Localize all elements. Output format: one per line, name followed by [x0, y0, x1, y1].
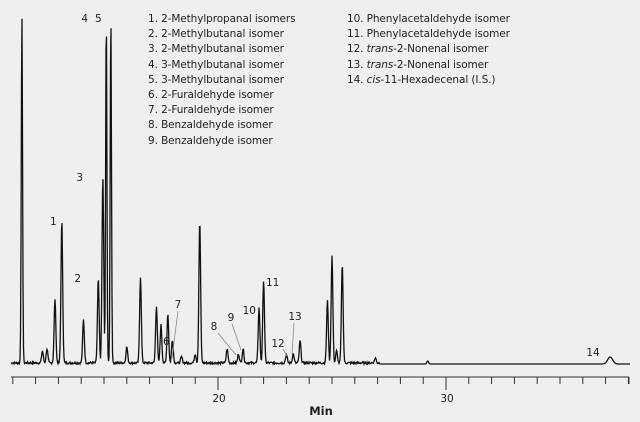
legend-item-number: 6. [148, 89, 162, 102]
legend-item-13: 13. trans-2-Nonenal isomer [347, 58, 510, 73]
legend-item-12: 12. trans-2-Nonenal isomer [347, 42, 510, 57]
peak-label-1: 1 [50, 216, 57, 228]
legend-item-7: 7. 2-Furaldehyde isomer [148, 103, 295, 118]
legend-item-name: -11-Hexadecenal (I.S.) [380, 73, 496, 86]
chromatogram-trace [10, 18, 630, 367]
x-axis-label: Min [309, 404, 333, 418]
legend-item-name: 2-Methylbutanal isomer [161, 43, 284, 56]
legend-item-number: 11. [347, 28, 367, 41]
legend-item-1: 1. 2-Methylpropanal isomers [148, 12, 296, 27]
legend-item-number: 12. [347, 43, 367, 56]
tick-label-30: 30 [440, 393, 453, 405]
legend-item-name: Phenylacetaldehyde isomer [366, 13, 510, 25]
peak-label-10: 10 [243, 305, 256, 317]
leader-line-9 [231, 323, 242, 351]
peak-leader-lines [171, 310, 295, 359]
legend-item-10: 10. Phenylacetaldehyde isomer [347, 12, 510, 27]
legend-item-name: 2-Methylbutanal isomer [161, 28, 284, 41]
peak-label-6: 6 [163, 336, 170, 348]
peak-label-13: 13 [288, 311, 301, 323]
legend-item-name: 3-Methylbutanal isomer [161, 58, 284, 71]
legend-item-name: 3-Methylbutanal isomer [161, 73, 284, 86]
peak-label-7: 7 [175, 299, 182, 311]
legend-item-number: 2. [148, 28, 162, 41]
peak-label-2: 2 [74, 273, 81, 285]
leader-line-8 [217, 332, 237, 356]
legend-item-4: 4. 3-Methylbutanal isomer [148, 58, 295, 73]
legend-column-1: 1. 2-Methylpropanal isomers 2. 2-Methylbu… [148, 12, 296, 149]
legend-item-number: 8. [148, 119, 162, 132]
legend-item-prefix: cis [366, 73, 381, 86]
legend-item-number: 9. [148, 134, 162, 147]
legend-item-name: 2-Furaldehyde isomer [161, 104, 274, 117]
legend-item-number: 7. [148, 104, 162, 117]
peak-label-8: 8 [211, 321, 218, 333]
legend-column-2: 10. Phenylacetaldehyde isomer 11. Phenyla… [347, 12, 510, 88]
peak-label-14: 14 [586, 347, 600, 359]
legend-item-prefix: trans [366, 58, 394, 71]
legend-item-2: 2. 2-Methylbutanal isomer [148, 27, 295, 42]
x-axis: 20 30 [11, 376, 630, 405]
legend-item-number: 1. [148, 13, 162, 25]
legend-item-name: -2-Nonenal isomer [393, 58, 489, 71]
peak-label-3: 3 [76, 172, 83, 184]
legend-item-number: 10. [347, 13, 367, 25]
legend-item-3: 3. 2-Methylbutanal isomer [148, 42, 295, 57]
peak-label-9: 9 [228, 312, 235, 324]
legend-item-name: 2-Furaldehyde isomer [161, 89, 274, 102]
legend-item-name: Benzaldehyde isomer [161, 119, 273, 132]
peak-label-12: 12 [271, 338, 284, 350]
legend-item-name: Phenylacetaldehyde isomer [366, 28, 510, 41]
leader-line-13 [291, 322, 295, 356]
legend-item-number: 4. [148, 58, 162, 71]
legend-item-number: 13. [347, 58, 367, 71]
legend-item-number: 5. [148, 73, 162, 86]
legend-item-14: 14. cis-11-Hexadecenal (I.S.) [347, 73, 510, 88]
legend-item-8: 8. Benzaldehyde isomer [148, 118, 295, 133]
legend-item-11: 11. Phenylacetaldehyde isomer [347, 27, 510, 42]
peak-label-4: 4 [81, 13, 88, 25]
legend-item-9: 9. Benzaldehyde isomer [148, 134, 295, 149]
trace-line [10, 18, 630, 367]
legend-item-number: 14. [347, 73, 367, 86]
legend-item-prefix: trans [366, 43, 394, 56]
legend-item-name: Benzaldehyde isomer [161, 134, 273, 147]
legend-item-name: 2-Methylpropanal isomers [161, 13, 296, 25]
legend-item-5: 5. 3-Methylbutanal isomer [148, 73, 295, 88]
tick-label-20: 20 [212, 393, 225, 405]
legend-item-name: -2-Nonenal isomer [393, 43, 489, 56]
leader-line-7 [171, 310, 179, 359]
peak-label-5: 5 [95, 13, 102, 25]
legend-item-6: 6. 2-Furaldehyde isomer [148, 88, 295, 103]
peak-label-11: 11 [266, 277, 279, 289]
legend-item-number: 3. [148, 43, 162, 56]
leader-line-12 [282, 348, 288, 357]
